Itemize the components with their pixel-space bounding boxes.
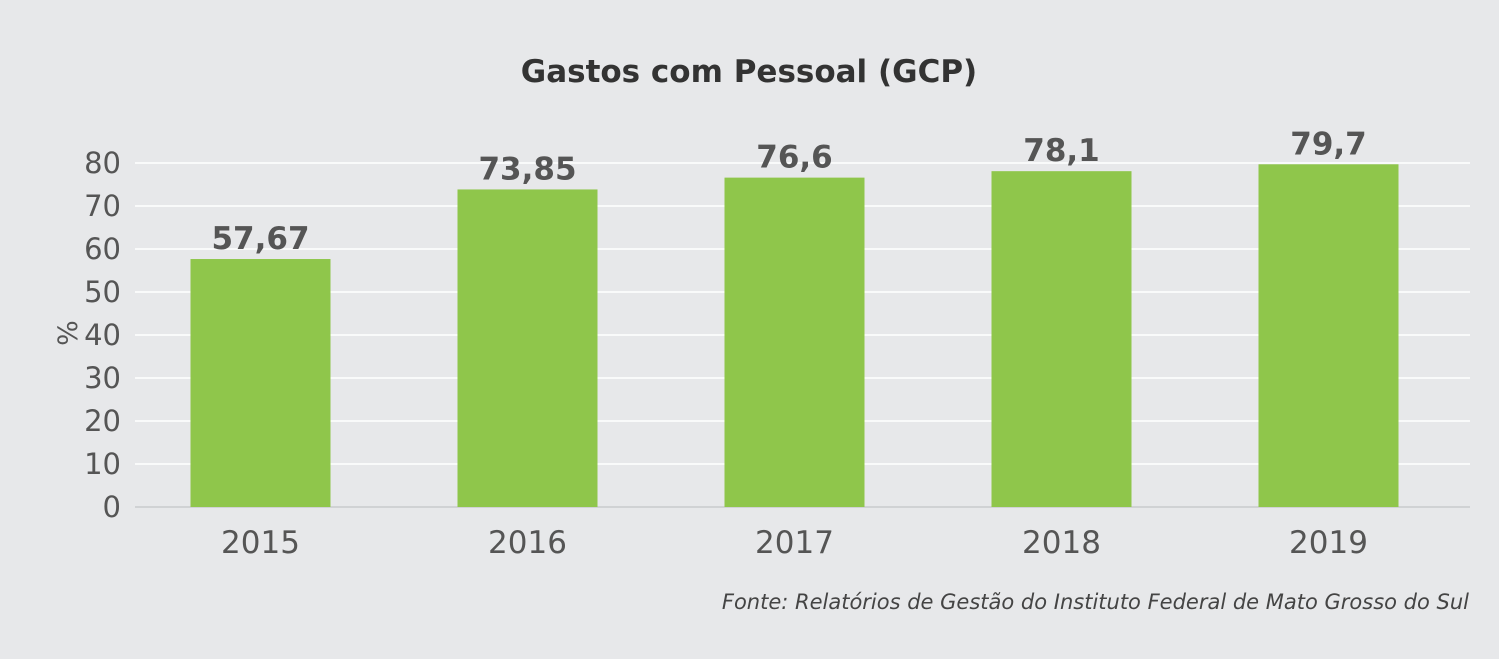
x-tick-label: 2018 (1022, 525, 1101, 561)
data-labels: 57,67 73,85 76,6 78,1 79,7 (211, 126, 1366, 257)
y-axis-label: % (53, 320, 84, 346)
y-tick-label: 50 (84, 275, 121, 309)
bar-2017 (724, 177, 865, 507)
source-note: Fonte: Relatórios de Gestão do Instituto… (721, 590, 1469, 614)
bar-2016 (457, 189, 598, 507)
y-tick-label: 20 (84, 404, 121, 438)
x-tick-label: 2016 (488, 525, 567, 561)
bar-2019 (1258, 164, 1399, 508)
y-tick-label: 80 (84, 146, 121, 180)
x-tick-label: 2019 (1289, 525, 1368, 561)
x-axis-ticks: 2015 2016 2017 2018 2019 (221, 525, 1368, 561)
y-tick-label: 30 (84, 361, 121, 395)
bars (190, 164, 1399, 508)
data-label: 76,6 (756, 140, 833, 176)
chart-title: Gastos com Pessoal (GCP) (521, 54, 977, 90)
bar-2015 (190, 259, 331, 507)
x-tick-label: 2017 (755, 525, 834, 561)
y-tick-label: 0 (103, 490, 121, 524)
data-label: 73,85 (478, 151, 576, 187)
y-axis-ticks: 0 10 20 30 40 50 60 70 80 (84, 146, 121, 524)
bar-2018 (991, 171, 1132, 508)
data-label: 57,67 (211, 221, 309, 257)
data-label: 78,1 (1023, 133, 1100, 169)
y-tick-label: 60 (84, 232, 121, 266)
y-tick-label: 10 (84, 447, 121, 481)
data-label: 79,7 (1290, 126, 1367, 162)
y-tick-label: 70 (84, 189, 121, 223)
x-tick-label: 2015 (221, 525, 300, 561)
y-tick-label: 40 (84, 318, 121, 352)
